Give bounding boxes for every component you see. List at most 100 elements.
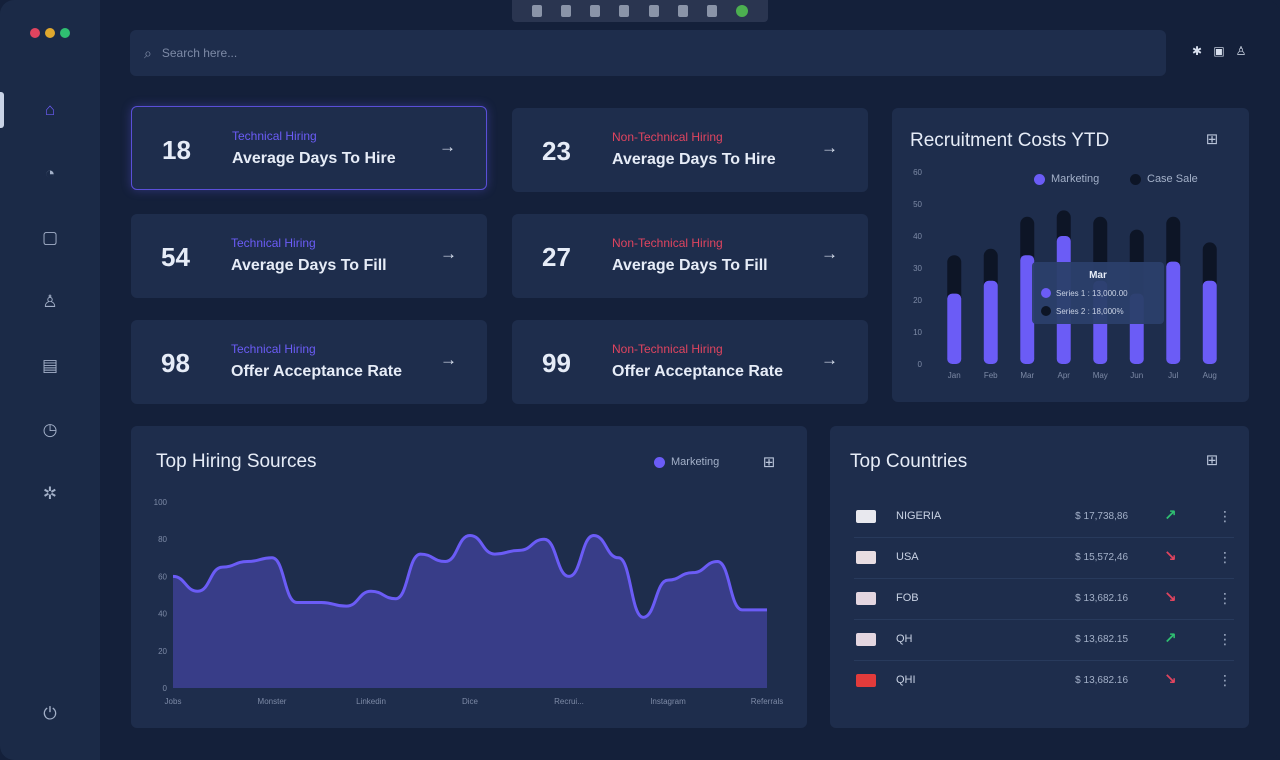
filter-icon[interactable]: ⊞	[762, 454, 776, 471]
image-icon[interactable]	[677, 5, 688, 17]
line-marketing[interactable]	[172, 533, 767, 619]
legend-marker	[1130, 173, 1141, 185]
x-tick-label: Feb	[984, 371, 998, 380]
user-icon: ♙	[42, 292, 58, 311]
recruitment-costs-chart: 0 10 20 30 40 50 60 Jan Feb Mar Apr May Jun Jul Aug Mar…	[913, 168, 1217, 380]
stat-card-nontech-days-to-fill[interactable]: 27 Non-Technical Hiring Average Days To …	[512, 214, 868, 298]
more-options-icon[interactable]: ⋮	[1218, 508, 1232, 524]
legend-item-marketing[interactable]: Marketing	[654, 456, 719, 468]
country-row[interactable]: USA $ 15,572,46 ↘ ⋮	[854, 539, 1234, 579]
country-name: QH	[896, 633, 913, 645]
legend-item-marketing[interactable]: Marketing	[1034, 173, 1099, 185]
chart-icon: ◔	[44, 164, 56, 183]
search-input[interactable]	[161, 46, 962, 60]
country-value: $ 13,682.16	[1075, 593, 1128, 604]
bar-marketing[interactable]	[1202, 280, 1217, 364]
country-value: $ 17,738,86	[1075, 511, 1128, 522]
trend-up-icon: ↗	[1164, 630, 1177, 647]
sidebar-item-home[interactable]: ⌂	[36, 96, 64, 124]
x-tick-label: Mar	[1020, 371, 1034, 380]
stat-card-tech-days-to-hire[interactable]: 18 Technical Hiring Average Days To Hire…	[131, 106, 487, 190]
tooltip-value: Series 2 : 18,000%	[1056, 307, 1124, 316]
flag-icon	[856, 510, 876, 523]
legend-item-case-sale[interactable]: Case Sale	[1130, 173, 1198, 185]
sidebar-item-users[interactable]: ♙	[36, 288, 64, 316]
flag-icon	[856, 633, 876, 646]
arrow-right-icon[interactable]: →	[439, 137, 456, 156]
sidebar-item-history[interactable]: ◷	[36, 416, 64, 444]
sidebar-item-calendar[interactable]: ▤	[36, 352, 64, 380]
document-icon: ▢	[41, 228, 59, 247]
arrow-right-icon[interactable]: →	[440, 350, 457, 369]
more-options-icon[interactable]: ⋮	[1218, 672, 1232, 688]
arrow-right-icon[interactable]: →	[821, 138, 838, 157]
arrow-right-icon[interactable]: →	[821, 244, 838, 263]
tooltip-title: Mar	[1089, 270, 1107, 281]
pointer-icon[interactable]	[531, 5, 542, 17]
filter-icon[interactable]: ⊞	[1205, 452, 1219, 469]
more-options-icon[interactable]: ⋮	[1218, 631, 1232, 647]
y-tick-label: 0	[918, 360, 923, 369]
stat-card-tech-days-to-fill[interactable]: 54 Technical Hiring Average Days To Fill…	[131, 214, 487, 298]
stat-card-tech-offer-acceptance[interactable]: 98 Technical Hiring Offer Acceptance Rat…	[131, 320, 487, 404]
stat-category: Non-Technical Hiring	[612, 236, 723, 250]
bar-marketing[interactable]	[947, 293, 962, 364]
country-name: QHI	[896, 674, 916, 686]
y-tick-label: 60	[913, 168, 922, 177]
stat-category: Non-Technical Hiring	[612, 130, 723, 144]
country-row[interactable]: QHI $ 13,682.16 ↘ ⋮	[854, 662, 1234, 702]
country-row[interactable]: NIGERIA $ 17,738,86 ↗ ⋮	[854, 498, 1234, 538]
tooltip-marker	[1041, 288, 1051, 298]
text-icon[interactable]	[648, 5, 659, 17]
row-divider	[854, 537, 1234, 538]
stat-label: Offer Acceptance Rate	[612, 363, 784, 380]
more-icon[interactable]	[707, 5, 718, 17]
more-options-icon[interactable]: ⋮	[1218, 590, 1232, 606]
area-marketing[interactable]	[173, 535, 767, 688]
stat-label: Average Days To Fill	[612, 257, 768, 274]
x-tick-label: Recrui...	[554, 697, 584, 706]
country-row[interactable]: FOB $ 13,682.16 ↘ ⋮	[854, 580, 1234, 620]
country-name: USA	[896, 551, 919, 563]
bar-marketing[interactable]	[1166, 261, 1181, 364]
bar-marketing[interactable]	[983, 280, 998, 364]
legend-label: Case Sale	[1147, 173, 1198, 185]
y-tick-label: 40	[913, 232, 922, 241]
arrow-right-icon[interactable]: →	[440, 244, 457, 263]
flag-icon	[856, 592, 876, 605]
search-icon: ⌕	[144, 44, 152, 61]
filter-icon[interactable]: ⊞	[1205, 131, 1219, 148]
stat-category: Technical Hiring	[231, 236, 316, 250]
stat-card-nontech-offer-acceptance[interactable]: 99 Non-Technical Hiring Offer Acceptance…	[512, 320, 868, 404]
message-icon[interactable]: ▣	[1213, 44, 1225, 58]
power-icon: ⏻	[43, 704, 57, 723]
x-tick-label: Apr	[1058, 371, 1071, 380]
pen-icon[interactable]	[590, 5, 601, 17]
select-icon[interactable]	[560, 5, 571, 17]
status-icon[interactable]	[736, 5, 749, 17]
legend-label: Marketing	[671, 456, 720, 468]
x-tick-label: Jan	[948, 371, 961, 380]
y-tick-label: 20	[913, 296, 922, 305]
bar-marketing[interactable]	[1020, 255, 1035, 364]
row-divider	[854, 619, 1234, 620]
shape-icon[interactable]	[619, 5, 630, 17]
top-countries-panel	[830, 426, 1249, 728]
sidebar-item-analytics[interactable]: ◔	[36, 160, 64, 188]
sidebar-item-settings[interactable]: ✲	[36, 480, 64, 508]
sidebar-item-logout[interactable]: ⏻	[36, 700, 64, 728]
country-value: $ 15,572,46	[1075, 552, 1128, 563]
profile-icon[interactable]: ♙	[1235, 44, 1247, 58]
stat-value: 27	[542, 242, 571, 272]
trend-up-icon: ↗	[1164, 507, 1177, 524]
more-options-icon[interactable]: ⋮	[1218, 549, 1232, 565]
maximize-window-button[interactable]	[60, 28, 70, 38]
settings-icon[interactable]: ✱	[1191, 44, 1203, 58]
country-row[interactable]: QH $ 13,682.15 ↗ ⋮	[854, 621, 1234, 661]
close-window-button[interactable]	[30, 28, 40, 38]
stat-value: 54	[161, 242, 190, 272]
sidebar-item-documents[interactable]: ▢	[36, 224, 64, 252]
stat-card-nontech-days-to-hire[interactable]: 23 Non-Technical Hiring Average Days To …	[512, 108, 868, 192]
arrow-right-icon[interactable]: →	[821, 350, 838, 369]
minimize-window-button[interactable]	[45, 28, 55, 38]
